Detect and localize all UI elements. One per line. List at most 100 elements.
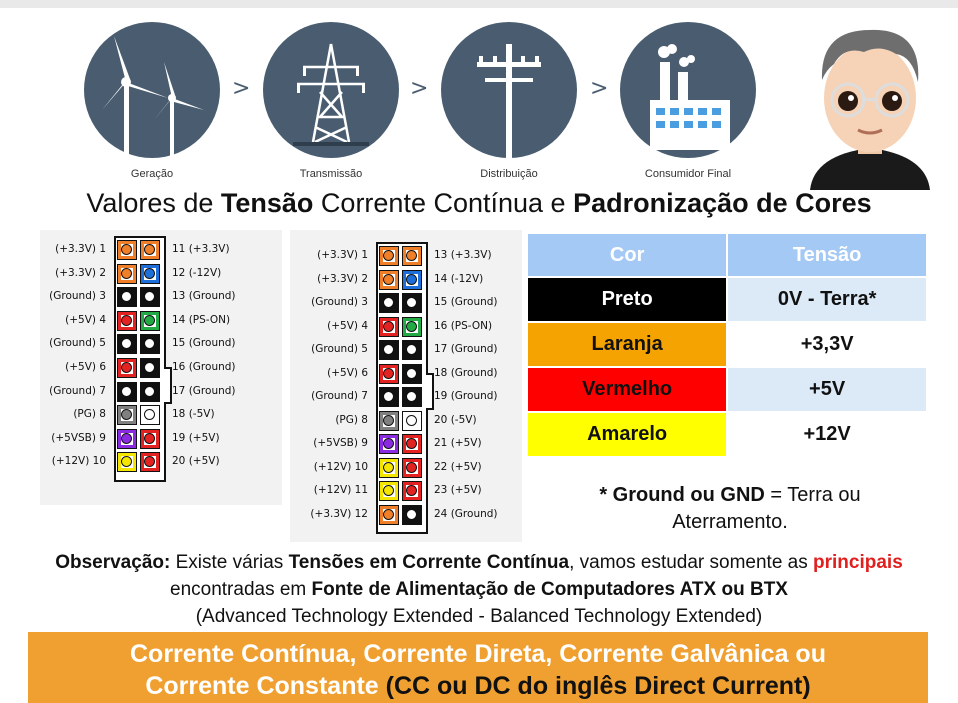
table-row: Amarelo +12V — [528, 413, 926, 456]
connector-pin — [402, 434, 422, 454]
pin-label: (Ground) 3 — [311, 296, 368, 308]
pin-label: 20 (-5V) — [434, 413, 477, 426]
banner-line-1: Corrente Contínua, Corrente Direta, Corr… — [130, 640, 826, 668]
stage-consumer — [620, 22, 756, 158]
ground-footnote: * Ground ou GND = Terra ou Aterramento. — [599, 484, 861, 533]
pin-label: (+5V) 6 — [65, 361, 106, 373]
pin-label: (+12V) 11 — [313, 484, 368, 496]
observation-text: Observação: Existe várias Tensões em Cor… — [55, 552, 903, 627]
pin-label: 13 (+3.3V) — [434, 249, 492, 261]
connector-pin — [402, 293, 422, 313]
connector-pin — [117, 263, 137, 284]
stage-label-consumer: Consumidor Final — [644, 168, 732, 180]
connector-pin — [117, 334, 137, 355]
connector-pin — [140, 381, 160, 402]
connector-pin — [379, 316, 399, 337]
pin-label: 18 (Ground) — [434, 366, 498, 379]
pin-label: 15 (Ground) — [172, 337, 236, 350]
pin-label: 14 (PS-ON) — [172, 313, 231, 326]
connector-pin — [140, 334, 160, 355]
connector-pin — [379, 363, 399, 384]
stage-generation — [84, 22, 220, 158]
connector-pin — [402, 481, 422, 501]
pin-label: 14 (-12V) — [434, 272, 484, 285]
pin-label: (+5VSB) 9 — [313, 437, 368, 449]
connector-pin — [379, 340, 399, 360]
pin-label: (+3.3V) 2 — [55, 266, 106, 279]
wind-turbine-icon — [102, 36, 204, 158]
connector-pin — [402, 457, 422, 478]
pin-label: (Ground) 7 — [49, 384, 106, 397]
color-name-cell: Amarelo — [528, 413, 727, 456]
connector-pin — [140, 287, 160, 308]
stage-transmission — [263, 22, 399, 158]
pin-label: 11 (+3.3V) — [172, 243, 230, 255]
transmission-tower-icon — [293, 43, 369, 146]
connector-pin — [402, 504, 422, 525]
connector-pin — [402, 269, 422, 290]
chevron-right-icon: > — [410, 76, 429, 101]
table-row: Vermelho +5V — [528, 368, 926, 411]
pin-label: (+5V) 4 — [327, 319, 368, 332]
pin-label: 18 (-5V) — [172, 408, 215, 421]
pin-label: 17 (Ground) — [172, 384, 236, 397]
connector-pin — [402, 387, 422, 407]
stage-label-distribution: Distribuição — [480, 168, 538, 180]
connector-pin — [140, 358, 160, 378]
color-name-cell: Vermelho — [528, 368, 727, 411]
pin-label: (Ground) 5 — [311, 343, 368, 355]
connector-pin — [117, 428, 137, 449]
connector-pin — [379, 410, 399, 431]
voltage-cell: 0V - Terra* — [728, 278, 926, 321]
chevron-right-icon: > — [590, 76, 609, 101]
pin-label: (PG) 8 — [73, 408, 106, 421]
slide: Geração > Transmissão > Distribui — [0, 8, 958, 703]
table-row: Preto 0V - Terra* — [528, 278, 926, 321]
color-voltage-table: Cor Tensão Preto 0V - Terra* Laranja +3,3V V… — [526, 232, 928, 458]
connector-pin — [379, 504, 399, 525]
pin-label: (+3.3V) 2 — [317, 272, 368, 285]
connector-pin — [117, 452, 137, 473]
pin-label: (Ground) 5 — [49, 337, 106, 350]
connector-pin — [117, 310, 137, 331]
pin-label: (PG) 8 — [335, 413, 368, 426]
pin-label: 19 (Ground) — [434, 390, 498, 402]
pin-label: 16 (PS-ON) — [434, 319, 493, 332]
connector-latch — [426, 372, 434, 410]
pin-label: (Ground) 3 — [49, 290, 106, 303]
color-name-cell: Laranja — [528, 323, 727, 366]
connector-pin — [402, 363, 422, 384]
color-name-cell: Preto — [528, 278, 727, 321]
pin-label: 17 (Ground) — [434, 343, 498, 355]
definition-banner: Corrente Contínua, Corrente Direta, Corr… — [28, 632, 928, 703]
table-row: Laranja +3,3V — [528, 323, 926, 366]
connector-latch — [164, 367, 172, 405]
pin-label: (+3.3V) 1 — [317, 249, 368, 261]
connector-pin — [117, 358, 137, 378]
factory-icon — [650, 44, 730, 150]
stage-label-generation: Geração — [130, 168, 174, 180]
pin-label: (+12V) 10 — [313, 460, 368, 473]
pin-label: 24 (Ground) — [434, 507, 498, 520]
pin-label: (+12V) 10 — [51, 455, 106, 468]
pin-label: 23 (+5V) — [434, 484, 482, 496]
voltage-cell: +5V — [728, 368, 926, 411]
pin-label: 21 (+5V) — [434, 437, 482, 449]
pin-label: (+3.3V) 12 — [310, 507, 368, 520]
connector-pin — [402, 246, 422, 266]
connector-pin — [402, 316, 422, 337]
pin-label: 13 (Ground) — [172, 290, 236, 303]
pin-label: 22 (+5V) — [434, 460, 482, 473]
pin-label: 16 (Ground) — [172, 361, 236, 373]
chevron-right-icon: > — [232, 76, 251, 101]
pin-label: (+3.3V) 1 — [55, 243, 106, 255]
pin-label: (+5VSB) 9 — [51, 431, 106, 444]
stage-label-transmission: Transmissão — [299, 168, 363, 180]
pin-label: 20 (+5V) — [172, 455, 220, 468]
voltage-cell: +3,3V — [728, 323, 926, 366]
table-header-cor: Cor — [528, 234, 727, 276]
banner-line-2: Corrente Constante (CC ou DC do inglês D… — [145, 672, 811, 700]
pin-label: 12 (-12V) — [172, 266, 222, 279]
avatar — [810, 29, 930, 190]
connector-pin — [402, 410, 422, 431]
